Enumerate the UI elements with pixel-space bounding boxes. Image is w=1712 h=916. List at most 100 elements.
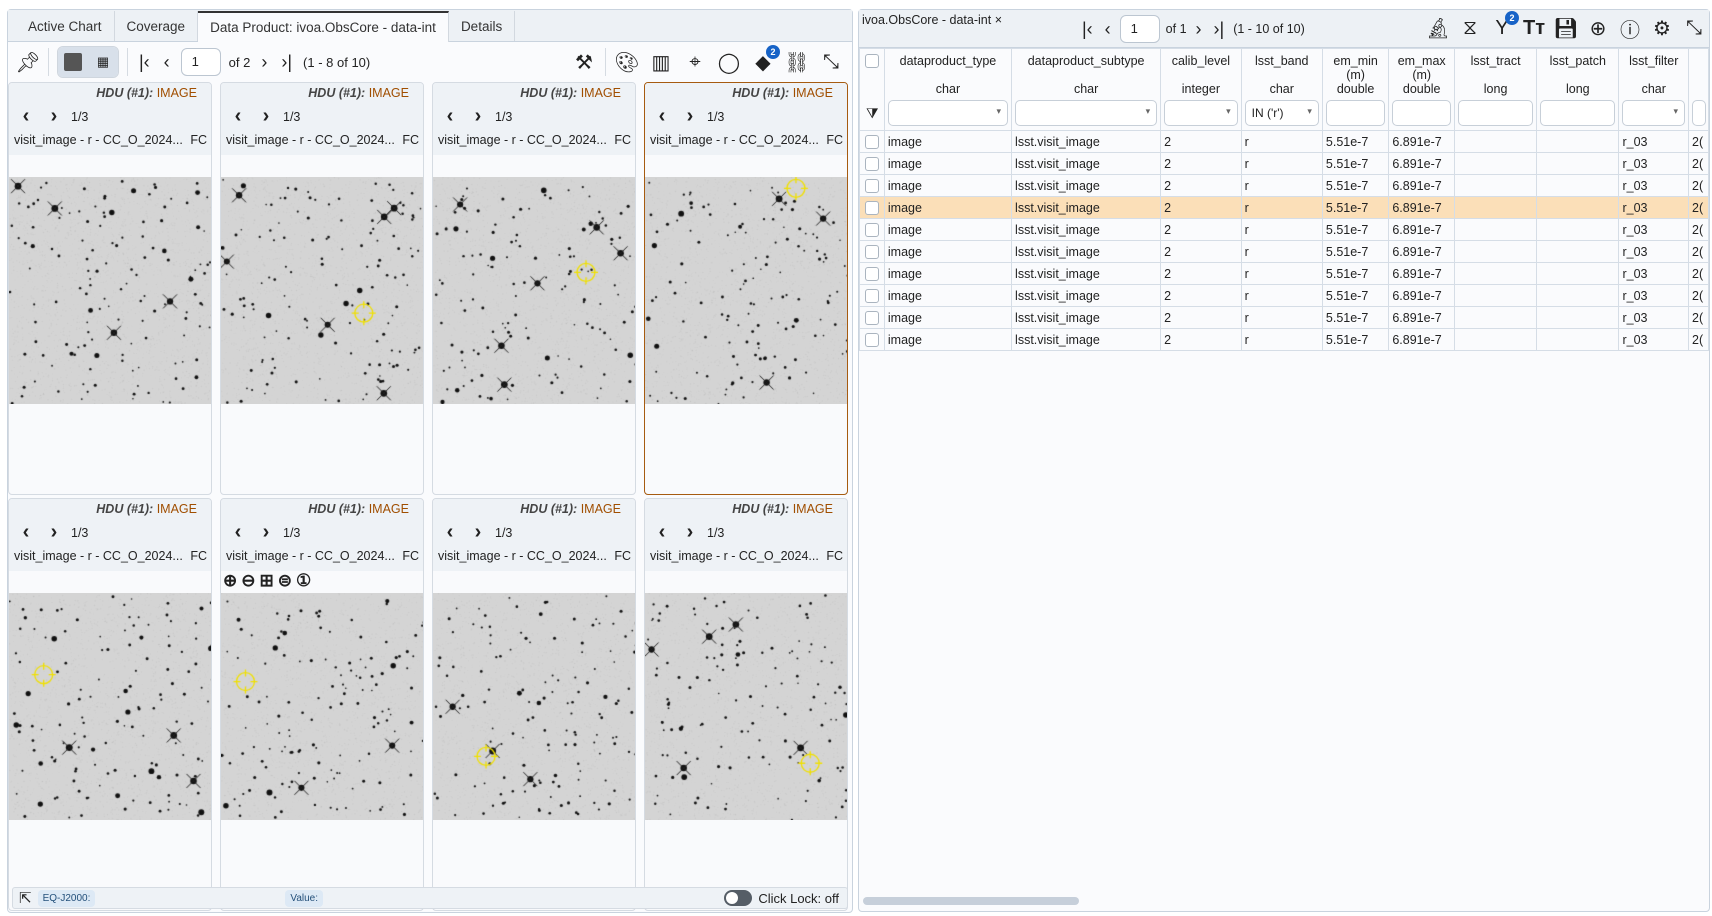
save-icon[interactable]: 💾︎ — [1553, 17, 1579, 40]
column-filter-input[interactable] — [1692, 100, 1706, 126]
next-frame-icon[interactable]: › — [262, 105, 270, 127]
sky-image[interactable] — [645, 593, 847, 820]
next-page-button[interactable]: › — [261, 51, 268, 72]
sky-image[interactable] — [645, 177, 847, 404]
recenter-icon[interactable]: ⌖ — [689, 50, 701, 73]
image-cell[interactable]: HDU (#1): IMAGE ‹ › 1/3 visit_image - r - … — [8, 498, 212, 911]
column-header[interactable]: em_max (m) double — [1388, 48, 1456, 131]
column-header[interactable]: dataproduct_subtype char — [1011, 48, 1162, 131]
zoom-fit-icon[interactable]: ⊞ — [259, 571, 274, 590]
tab-active-chart[interactable]: Active Chart — [16, 11, 115, 41]
column-filter-input[interactable] — [1540, 100, 1616, 126]
table-tab[interactable]: ivoa.ObsCore - data-int × — [862, 13, 1002, 27]
layers-icon[interactable]: ◆ 2 — [750, 45, 780, 75]
first-page-button[interactable]: |‹ — [1082, 18, 1093, 39]
column-filter-input[interactable] — [1458, 100, 1534, 126]
zoom-in-icon[interactable]: ⊕ — [223, 571, 238, 590]
next-frame-icon[interactable]: › — [50, 105, 58, 127]
next-frame-icon[interactable]: › — [262, 521, 270, 543]
zoom-1x-icon[interactable]: ① — [296, 571, 312, 590]
table-row[interactable]: image lsst.visit_image 2 r 5.51e-7 6.891e-7 r_… — [859, 262, 1709, 285]
horizontal-scrollbar[interactable] — [863, 897, 1079, 905]
column-header[interactable]: lsst_tract long — [1454, 48, 1538, 131]
tab-data-product[interactable]: Data Product: ivoa.ObsCore - data-int — [198, 11, 449, 42]
table-row[interactable]: image lsst.visit_image 2 r 5.51e-7 6.891e-7 r_… — [859, 306, 1709, 329]
first-page-button[interactable]: |‹ — [139, 51, 150, 72]
column-header[interactable]: calib_level integer — [1160, 48, 1242, 131]
row-checkbox[interactable] — [864, 134, 879, 149]
column-header[interactable] — [1688, 48, 1709, 131]
sky-image[interactable] — [433, 177, 635, 404]
image-cell[interactable]: HDU (#1): IMAGE ‹ › 1/3 visit_image - r - … — [644, 498, 848, 911]
column-header[interactable]: lsst_band char IN ('r') — [1240, 48, 1323, 131]
column-filter-input[interactable] — [1015, 100, 1158, 126]
prev-frame-icon[interactable]: ‹ — [658, 521, 666, 543]
sky-image[interactable] — [433, 593, 635, 820]
tab-details[interactable]: Details — [449, 11, 516, 41]
image-cell[interactable]: HDU (#1): IMAGE ‹ › 1/3 visit_image - r - … — [220, 498, 424, 911]
row-checkbox[interactable] — [864, 156, 879, 171]
last-page-button[interactable]: ›| — [281, 51, 293, 72]
external-link-icon[interactable]: ⇱ — [19, 890, 32, 907]
column-header[interactable]: em_min (m) double — [1321, 48, 1390, 131]
filter-icon[interactable]: ⧩ — [866, 105, 879, 121]
table-row[interactable]: image lsst.visit_image 2 r 5.51e-7 6.891e-7 r_… — [859, 240, 1709, 263]
prev-frame-icon[interactable]: ‹ — [658, 105, 666, 127]
row-checkbox[interactable] — [864, 244, 879, 259]
color-palette-icon[interactable]: 🎨︎ — [614, 51, 640, 74]
table-row[interactable]: image lsst.visit_image 2 r 5.51e-7 6.891e-7 r_… — [859, 328, 1709, 351]
prev-frame-icon[interactable]: ‹ — [22, 521, 30, 543]
zoom-out-icon[interactable]: ⊖ — [241, 571, 256, 590]
table-row[interactable]: image lsst.visit_image 2 r 5.51e-7 6.891e-7 r_… — [859, 152, 1709, 175]
image-cell[interactable]: HDU (#1): IMAGE ‹ › 1/3 visit_image - r - … — [644, 82, 848, 495]
column-filter-input[interactable] — [1164, 100, 1238, 126]
sky-image[interactable] — [221, 177, 423, 404]
column-filter-input[interactable] — [1325, 100, 1386, 126]
column-filter-input[interactable] — [887, 100, 1009, 126]
zoom-fill-icon[interactable]: ⊜ — [277, 571, 292, 590]
next-frame-icon[interactable]: › — [50, 521, 58, 543]
single-view-button[interactable] — [58, 47, 88, 77]
grid-view-button[interactable]: ▦ — [88, 47, 118, 77]
table-row[interactable]: image lsst.visit_image 2 r 5.51e-7 6.891e-7 r_… — [859, 174, 1709, 197]
image-cell[interactable]: HDU (#1): IMAGE ‹ › 1/3 visit_image - r - … — [8, 82, 212, 495]
column-filter-input[interactable]: IN ('r') — [1244, 100, 1319, 126]
sky-image[interactable] — [9, 177, 211, 404]
next-frame-icon[interactable]: › — [686, 521, 694, 543]
image-cell[interactable]: HDU (#1): IMAGE ‹ › 1/3 visit_image - r - … — [432, 498, 636, 911]
tab-coverage[interactable]: Coverage — [115, 11, 199, 41]
next-frame-icon[interactable]: › — [474, 105, 482, 127]
column-filter-input[interactable] — [1392, 100, 1452, 126]
row-checkbox[interactable] — [864, 288, 879, 303]
prev-frame-icon[interactable]: ‹ — [234, 105, 242, 127]
row-checkbox[interactable] — [864, 178, 879, 193]
column-header[interactable]: dataproduct_type char — [883, 48, 1013, 131]
page-input[interactable]: 1 — [180, 48, 221, 76]
prev-frame-icon[interactable]: ‹ — [446, 521, 454, 543]
table-row[interactable]: image lsst.visit_image 2 r 5.51e-7 6.891e-7 r_… — [859, 284, 1709, 307]
row-checkbox[interactable] — [864, 332, 879, 347]
prev-frame-icon[interactable]: ‹ — [22, 105, 30, 127]
stretch-histogram-icon[interactable]: ▥ — [651, 51, 671, 74]
rotate-icon[interactable]: ◯ — [717, 51, 741, 74]
add-column-icon[interactable]: ⊕ — [1589, 17, 1607, 40]
sky-image[interactable] — [221, 593, 423, 820]
clear-filter-icon[interactable]: ⧖ — [1462, 16, 1478, 39]
row-checkbox[interactable] — [864, 200, 879, 215]
page-input[interactable]: 1 — [1119, 15, 1160, 43]
lock-unlink-icon[interactable]: ⛓ — [784, 51, 810, 74]
prev-page-button[interactable]: ‹ — [163, 51, 170, 72]
info-icon[interactable]: ⓘ — [1620, 19, 1640, 42]
image-cell[interactable]: HDU (#1): IMAGE ‹ › 1/3 visit_image - r - … — [432, 82, 636, 495]
image-cell[interactable]: HDU (#1): IMAGE ‹ › 1/3 visit_image - r - … — [220, 82, 424, 495]
settings-icon[interactable]: ⚙ — [1653, 17, 1671, 40]
prev-frame-icon[interactable]: ‹ — [446, 105, 454, 127]
text-view-icon[interactable]: Tт — [1522, 16, 1545, 39]
click-lock-toggle[interactable] — [724, 890, 753, 906]
next-page-button[interactable]: › — [1195, 18, 1202, 39]
tools-icon[interactable]: ⚒ — [575, 51, 593, 74]
column-header[interactable]: lsst_patch long — [1536, 48, 1620, 131]
table-row[interactable]: image lsst.visit_image 2 r 5.51e-7 6.891e-7 r_… — [859, 130, 1709, 153]
next-frame-icon[interactable]: › — [474, 521, 482, 543]
